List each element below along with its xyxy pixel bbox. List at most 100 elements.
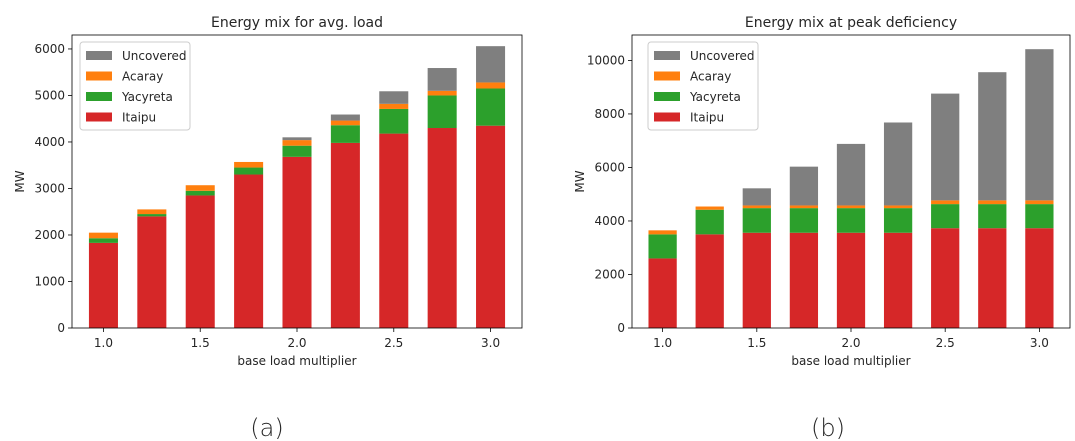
chart-b-legend-label-acaray: Acaray bbox=[690, 70, 731, 84]
chart-a-bar-itaipu-8 bbox=[476, 125, 506, 328]
chart-a-bar-acaray-7 bbox=[427, 90, 457, 96]
chart-b-legend: Uncovered Acaray Yacyreta Itaipu bbox=[647, 41, 759, 131]
chart-a-ytick-label: 2000 bbox=[34, 228, 65, 242]
chart-b-xtick-label: 2.5 bbox=[936, 336, 955, 350]
chart-a-bar-acaray-3 bbox=[234, 161, 264, 168]
chart-b-bar-acaray-8 bbox=[1025, 200, 1054, 205]
chart-a-bar-itaipu-0 bbox=[88, 242, 118, 328]
chart-b-bar-yacyreta-6 bbox=[931, 204, 960, 229]
chart-a-ytick-label: 0 bbox=[57, 321, 65, 335]
chart-b-ylabel: MW bbox=[573, 170, 587, 192]
chart-b-xtick-label: 3.0 bbox=[1030, 336, 1049, 350]
chart-b-title: Energy mix at peak deficiency bbox=[745, 15, 957, 31]
chart-a-bar-uncovered-5 bbox=[330, 114, 360, 121]
chart-a-bar-yacyreta-7 bbox=[427, 95, 457, 129]
chart-a-title: Energy mix for avg. load bbox=[211, 15, 383, 31]
chart-b-ytick-label: 8000 bbox=[594, 107, 625, 121]
chart-a-caption: (a) bbox=[250, 414, 283, 441]
chart-b-bar-acaray-4 bbox=[836, 205, 866, 209]
chart-a-bar-yacyreta-4 bbox=[282, 145, 312, 157]
chart-b-bar-yacyreta-7 bbox=[978, 204, 1007, 229]
chart-a-bar-yacyreta-0 bbox=[88, 238, 118, 243]
chart-a-bar-itaipu-2 bbox=[185, 195, 215, 328]
chart-a-bar-acaray-5 bbox=[330, 120, 360, 126]
chart-a-legend-label-itaipu: Itaipu bbox=[122, 111, 156, 125]
chart-b-bar-uncovered-8 bbox=[1025, 49, 1054, 201]
chart-a-legend-swatch-acaray bbox=[86, 71, 112, 81]
chart-b-bar-itaipu-1 bbox=[695, 234, 724, 328]
chart-b-bar-itaipu-4 bbox=[836, 232, 866, 328]
chart-b-ytick-label: 0 bbox=[617, 321, 625, 335]
chart-a-xtick-label: 1.5 bbox=[191, 336, 210, 350]
chart-b-xtick-label: 2.0 bbox=[841, 336, 860, 350]
chart-b-bar-yacyreta-0 bbox=[648, 234, 677, 259]
chart-b-bar-itaipu-0 bbox=[648, 258, 677, 328]
chart-a-bar-uncovered-4 bbox=[282, 137, 312, 141]
chart-b-bar-itaipu-5 bbox=[883, 232, 913, 328]
chart-a-bar-itaipu-3 bbox=[234, 174, 264, 328]
chart-a-bar-uncovered-7 bbox=[427, 68, 457, 91]
chart-b-legend-swatch-itaipu bbox=[654, 112, 680, 122]
chart-b-bars bbox=[648, 49, 1054, 328]
chart-b-xtick-label: 1.5 bbox=[747, 336, 766, 350]
chart-a-xtick-label: 1.0 bbox=[94, 336, 113, 350]
chart-a-legend-label-uncovered: Uncovered bbox=[122, 49, 186, 63]
chart-b-ytick-label: 10000 bbox=[587, 53, 625, 67]
chart-a-bar-acaray-4 bbox=[282, 140, 312, 146]
chart-b-legend-swatch-acaray bbox=[654, 71, 680, 81]
chart-b-bar-itaipu-6 bbox=[931, 228, 960, 328]
chart-a-bar-acaray-0 bbox=[88, 232, 118, 239]
chart-b-caption: (b) bbox=[811, 414, 845, 441]
chart-a-bar-yacyreta-8 bbox=[476, 88, 506, 126]
chart-a-xtick-label: 2.5 bbox=[384, 336, 403, 350]
chart-a: 0 1000 2000 3000 4000 5000 6000 1.0 1.5 2.0 2.5 3.0… bbox=[13, 15, 523, 441]
chart-b-bar-itaipu-8 bbox=[1025, 228, 1054, 328]
chart-b-bar-uncovered-2 bbox=[742, 188, 771, 206]
chart-a-legend-swatch-yacyreta bbox=[86, 92, 112, 101]
chart-a-legend-label-acaray: Acaray bbox=[122, 70, 163, 84]
chart-b-bar-yacyreta-8 bbox=[1025, 204, 1054, 229]
chart-a-bars bbox=[88, 46, 506, 328]
chart-a-bar-yacyreta-3 bbox=[234, 167, 264, 175]
chart-b-bar-acaray-1 bbox=[695, 206, 724, 210]
chart-a-xtick-label: 3.0 bbox=[481, 336, 500, 350]
chart-a-bar-itaipu-6 bbox=[379, 133, 409, 328]
chart-a-legend: Uncovered Acaray Yacyreta Itaipu bbox=[79, 41, 191, 131]
chart-a-bar-itaipu-1 bbox=[137, 216, 167, 328]
chart-b-bar-itaipu-7 bbox=[978, 228, 1007, 328]
chart-a-ytick-label: 3000 bbox=[34, 181, 65, 195]
chart-b-bar-yacyreta-5 bbox=[883, 208, 913, 233]
chart-b-bar-uncovered-4 bbox=[836, 143, 866, 206]
chart-b-legend-swatch-yacyreta bbox=[654, 92, 680, 101]
chart-b-bar-uncovered-3 bbox=[789, 166, 819, 206]
chart-a-bar-acaray-8 bbox=[476, 82, 506, 89]
chart-b-xtick-label: 1.0 bbox=[653, 336, 672, 350]
chart-a-bar-acaray-6 bbox=[379, 103, 409, 109]
chart-b-ytick-label: 2000 bbox=[594, 267, 625, 281]
chart-b-bar-acaray-7 bbox=[978, 200, 1007, 205]
chart-b-legend-label-yacyreta: Yacyreta bbox=[689, 90, 741, 104]
chart-a-bar-uncovered-6 bbox=[379, 91, 409, 104]
chart-b: 0 2000 4000 6000 8000 10000 1.0 1.5 2.0 2.5 3.0 Ene… bbox=[573, 15, 1071, 441]
chart-b-bar-uncovered-7 bbox=[978, 72, 1007, 201]
chart-b-xlabel: base load multiplier bbox=[791, 354, 910, 368]
chart-b-ytick-label: 6000 bbox=[594, 160, 625, 174]
chart-b-bar-yacyreta-1 bbox=[695, 209, 724, 235]
chart-a-bar-yacyreta-6 bbox=[379, 108, 409, 134]
chart-b-bar-acaray-5 bbox=[883, 205, 913, 209]
chart-b-bar-acaray-6 bbox=[931, 200, 960, 205]
chart-a-legend-swatch-itaipu bbox=[86, 112, 112, 122]
chart-a-bar-acaray-2 bbox=[185, 185, 215, 191]
chart-b-bar-yacyreta-3 bbox=[789, 208, 819, 233]
chart-a-ytick-label: 6000 bbox=[34, 42, 65, 56]
chart-b-bar-uncovered-6 bbox=[931, 93, 960, 201]
chart-b-ytick-label: 4000 bbox=[594, 214, 625, 228]
chart-b-bar-yacyreta-2 bbox=[742, 208, 771, 233]
chart-a-xtick-label: 2.0 bbox=[287, 336, 306, 350]
chart-a-bar-yacyreta-5 bbox=[330, 125, 360, 143]
chart-a-ytick-label: 4000 bbox=[34, 135, 65, 149]
chart-a-ytick-label: 1000 bbox=[34, 274, 65, 288]
chart-a-bar-itaipu-7 bbox=[427, 128, 457, 328]
chart-b-bar-itaipu-2 bbox=[742, 232, 771, 328]
